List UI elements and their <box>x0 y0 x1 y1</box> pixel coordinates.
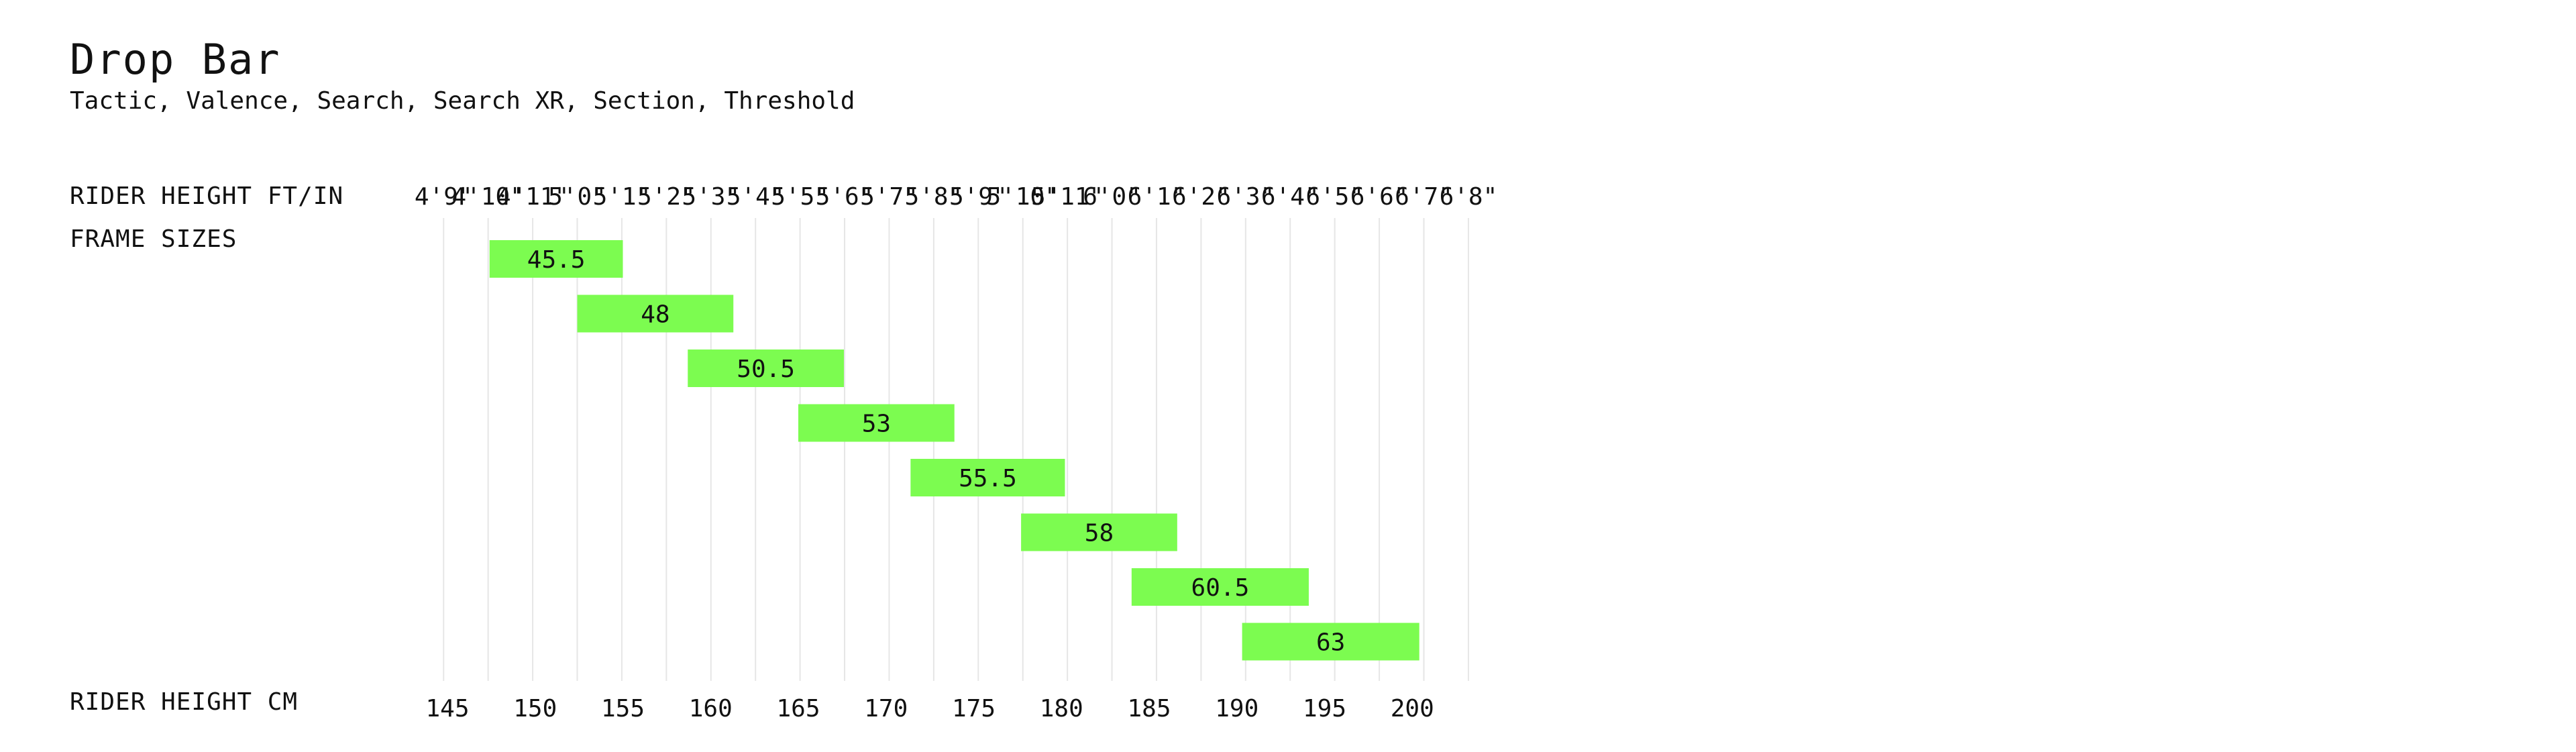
frame-size-label: 63 <box>1316 629 1345 657</box>
chart-subtitle: Tactic, Valence, Search, Search XR, Sect… <box>70 87 855 115</box>
bottom-axis-label: RIDER HEIGHT CM <box>70 688 299 716</box>
top-axis-label: RIDER HEIGHT FT/IN <box>70 182 344 210</box>
cm-tick-label: 185 <box>1127 695 1171 722</box>
ftin-tick-label: 6'1" <box>1128 183 1186 211</box>
frame-size-label: 53 <box>862 411 891 438</box>
frame-size-label: 55.5 <box>959 465 1017 492</box>
ftin-tick-label: 6'6" <box>1350 183 1409 211</box>
ftin-tick-label: 6'0" <box>1083 183 1141 211</box>
frame-size-bar <box>1131 568 1309 606</box>
ftin-tick-label: 5'11" <box>1031 183 1104 211</box>
frame-sizes-label: FRAME SIZES <box>70 225 237 253</box>
ftin-tick-label: 5'5" <box>771 183 829 211</box>
frame-size-bar <box>798 404 955 442</box>
frame-size-bar <box>688 350 844 387</box>
cm-tick-label: 170 <box>864 695 908 722</box>
cm-tick-label: 195 <box>1303 695 1346 722</box>
frame-size-label: 45.5 <box>527 246 586 274</box>
frame-size-label: 48 <box>641 301 669 329</box>
ftin-tick-label: 5'8" <box>905 183 963 211</box>
cm-tick-label: 180 <box>1040 695 1083 722</box>
frame-size-bar <box>577 294 734 333</box>
frame-size-bar <box>1242 623 1419 661</box>
ftin-tick-label: 6'8" <box>1440 183 1498 211</box>
ftin-tick-label: 6'5" <box>1305 183 1364 211</box>
cm-tick-label: 155 <box>601 695 645 722</box>
frame-size-bar <box>910 459 1065 496</box>
ftin-tick-label: 5'0" <box>548 183 606 211</box>
ftin-tick-label: 5'10" <box>987 183 1059 211</box>
ftin-tick-label: 5'7" <box>860 183 918 211</box>
cm-tick-label: 165 <box>776 695 820 722</box>
ftin-tick-label: 5'6" <box>816 183 874 211</box>
cm-tick-label: 190 <box>1215 695 1258 722</box>
ftin-tick-label: 5'4" <box>727 183 785 211</box>
cm-tick-label: 150 <box>513 695 557 722</box>
frame-size-bar <box>489 240 623 278</box>
ftin-tick-label: 6'4" <box>1261 183 1320 211</box>
ftin-tick-label: 6'3" <box>1216 183 1275 211</box>
ftin-tick-label: 4'9" <box>415 183 473 211</box>
chart-title: Drop Bar <box>70 35 281 84</box>
ftin-tick-label: 4'10" <box>451 183 524 211</box>
ftin-tick-label: 5'9" <box>949 183 1008 211</box>
frame-size-label: 50.5 <box>737 356 795 383</box>
cm-tick-label: 145 <box>425 695 469 722</box>
cm-tick-label: 175 <box>952 695 996 722</box>
frame-size-bar <box>1021 513 1177 551</box>
ftin-tick-label: 6'2" <box>1172 183 1230 211</box>
ftin-tick-label: 5'3" <box>682 183 740 211</box>
ftin-tick-label: 4'11" <box>496 183 569 211</box>
frame-size-label: 58 <box>1085 520 1114 547</box>
frame-size-label: 60.5 <box>1191 574 1250 602</box>
ftin-tick-label: 5'1" <box>593 183 651 211</box>
cm-tick-label: 200 <box>1391 695 1434 722</box>
ftin-tick-label: 5'2" <box>637 183 696 211</box>
ftin-tick-label: 6'7" <box>1395 183 1453 211</box>
cm-tick-label: 160 <box>689 695 733 722</box>
